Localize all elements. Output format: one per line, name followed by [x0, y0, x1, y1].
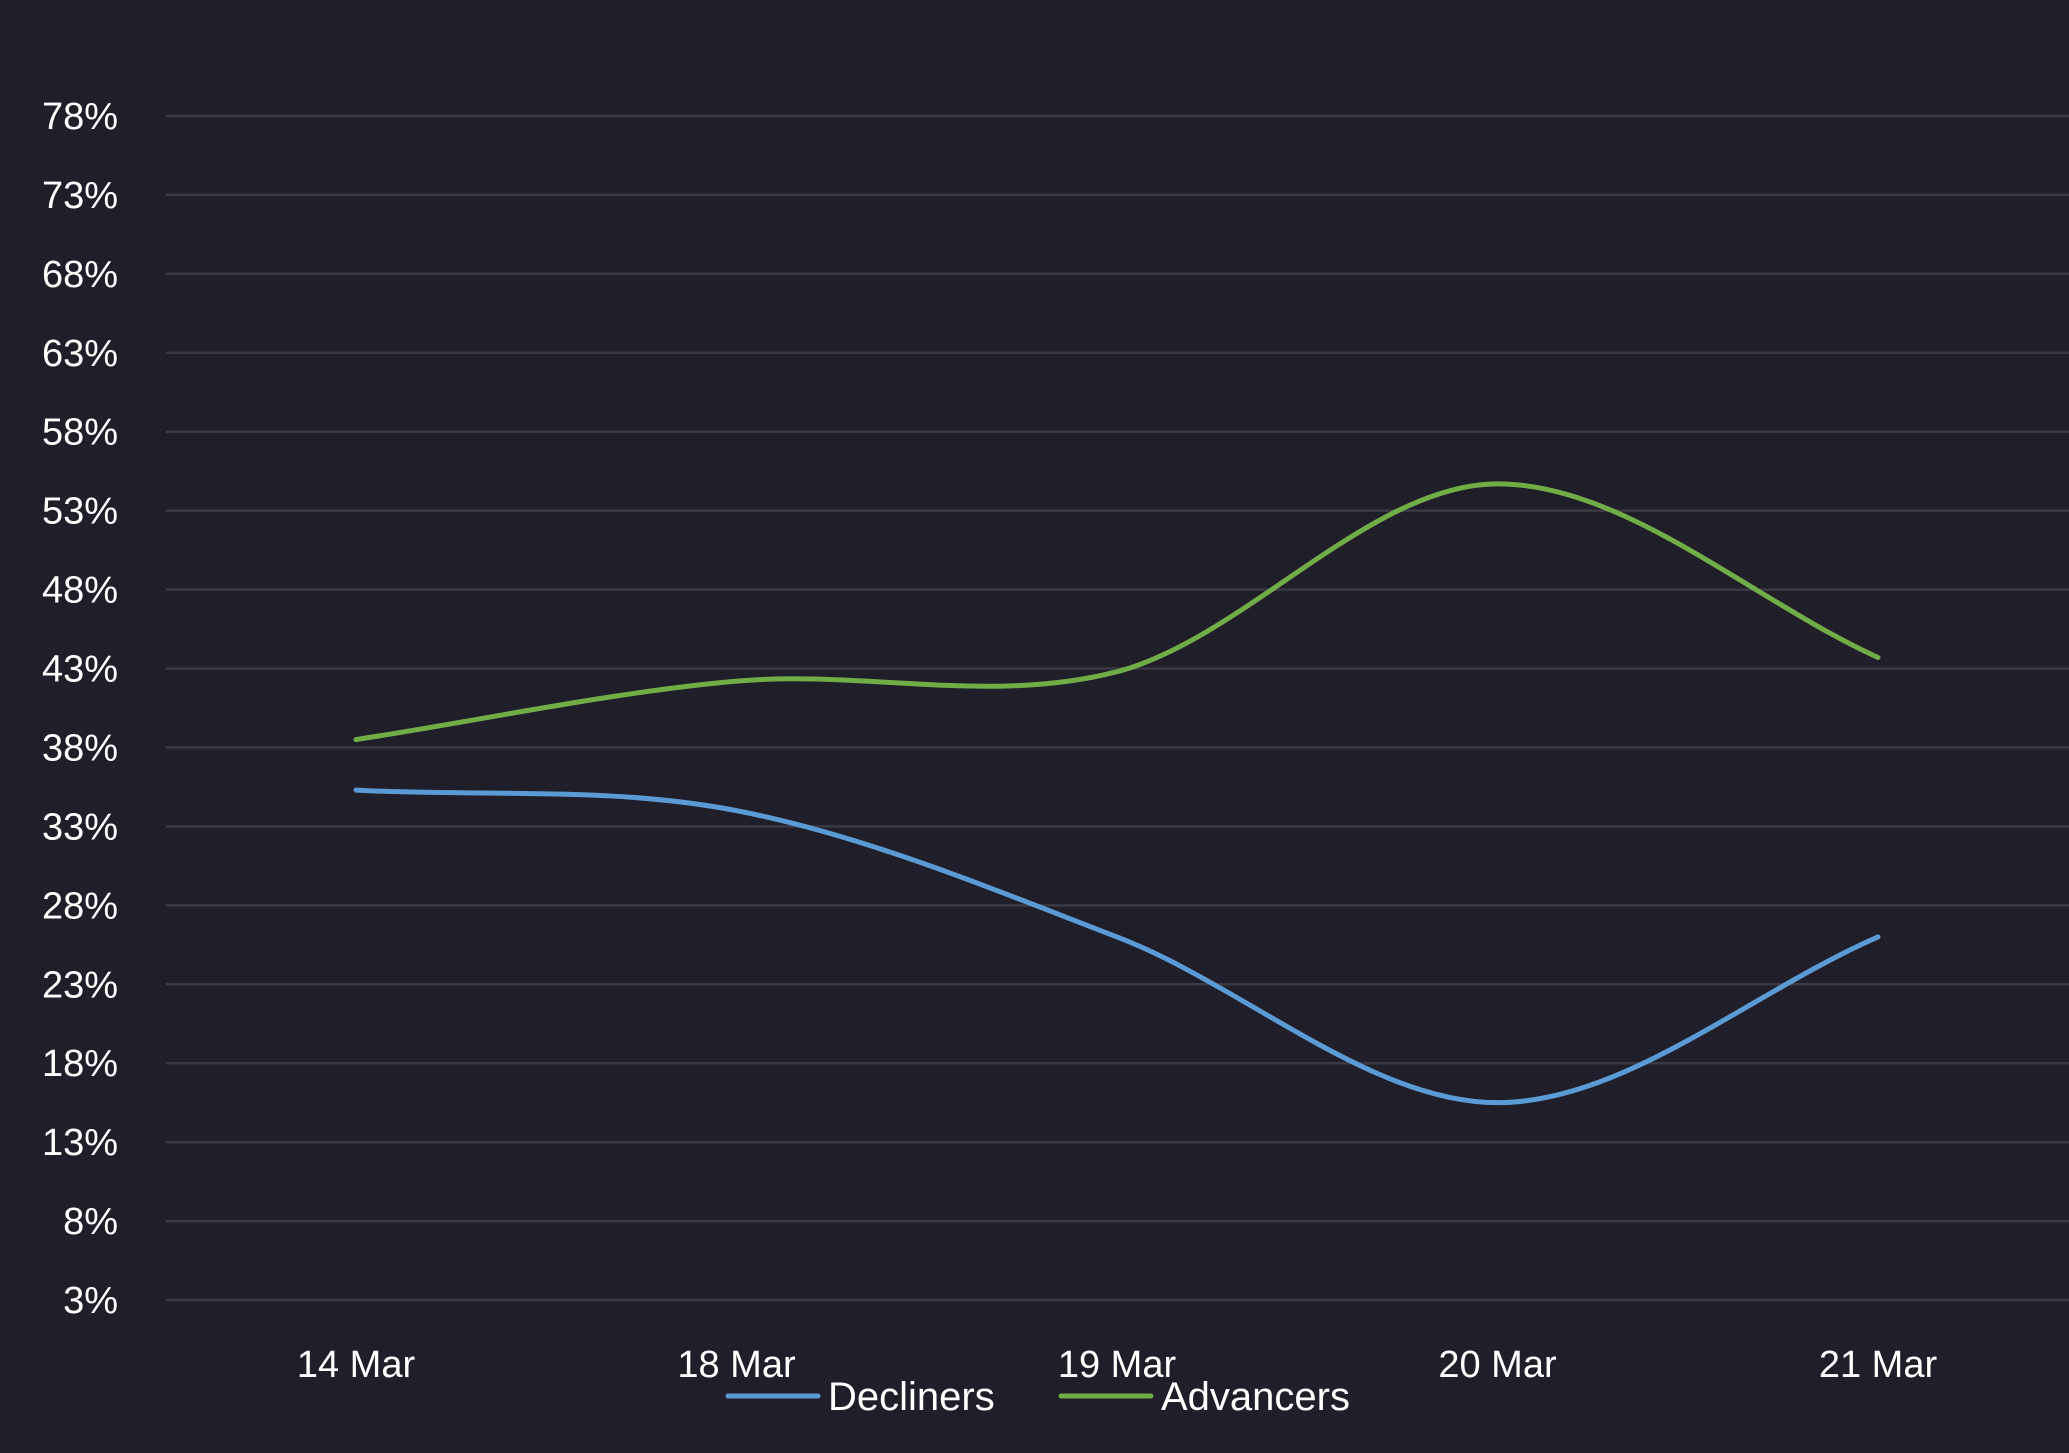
legend-label-decliners: Decliners: [828, 1375, 995, 1419]
x-tick-label: 18 Mar: [677, 1344, 796, 1386]
grid-lines: [166, 114, 2069, 1302]
series-line-advancers: [353, 481, 1881, 743]
x-axis-ticks: 14 Mar 18 Mar 19 Mar 20 Mar 21 Mar: [297, 1344, 1938, 1386]
y-tick-label: 28%: [42, 885, 118, 927]
series-lines: [353, 481, 1881, 1106]
y-tick-label: 53%: [42, 491, 118, 533]
y-tick-label: 13%: [42, 1122, 118, 1164]
y-tick-label: 73%: [42, 175, 118, 217]
x-tick-label: 20 Mar: [1438, 1344, 1557, 1386]
y-tick-label: 58%: [42, 412, 118, 454]
y-tick-label: 48%: [42, 570, 118, 612]
legend: Decliners Advancers: [725, 1375, 1350, 1419]
x-tick-label: 19 Mar: [1058, 1344, 1177, 1386]
y-tick-label: 33%: [42, 806, 118, 848]
y-tick-label: 63%: [42, 333, 118, 375]
series-line-decliners: [353, 787, 1881, 1106]
x-tick-label: 21 Mar: [1819, 1344, 1938, 1386]
y-tick-label: 68%: [42, 254, 118, 296]
y-axis-ticks: 3% 8% 13% 18% 23% 28% 33% 38% 43% 48% 53% 58% 63% 68%…: [42, 96, 118, 1322]
y-tick-label: 3%: [63, 1280, 118, 1322]
y-tick-label: 43%: [42, 649, 118, 691]
y-tick-label: 8%: [63, 1201, 118, 1243]
y-tick-label: 78%: [42, 96, 118, 138]
x-tick-label: 14 Mar: [297, 1344, 416, 1386]
legend-label-advancers: Advancers: [1161, 1375, 1350, 1419]
y-tick-label: 23%: [42, 964, 118, 1006]
y-tick-label: 38%: [42, 727, 118, 769]
y-tick-label: 18%: [42, 1043, 118, 1085]
